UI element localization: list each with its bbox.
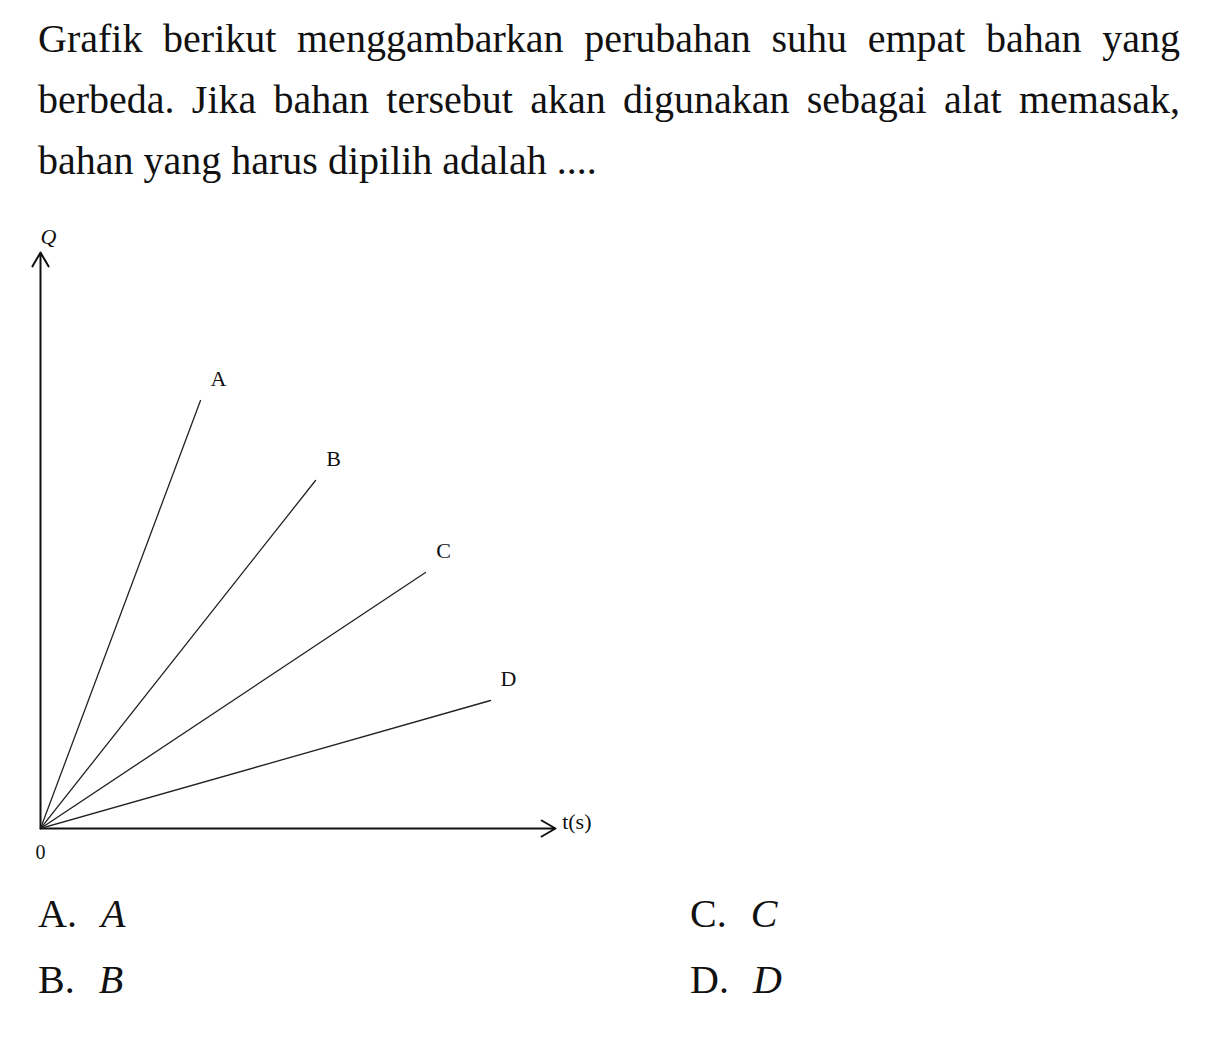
svg-text:B: B (326, 446, 341, 471)
html-text:C: C (750, 891, 778, 936)
html-text:D: D (752, 957, 782, 1002)
html-text:D.: D. (690, 957, 729, 1002)
html-text:B.: B. (38, 957, 75, 1002)
html-text:A.: A. (38, 891, 77, 936)
html-text:C.: C. (690, 891, 727, 936)
svg-text:D: D (501, 666, 517, 691)
html-text:B: B (98, 957, 124, 1002)
html-text:A: A (100, 891, 126, 936)
svg-text:0: 0 (36, 841, 46, 863)
svg-text:C: C (436, 538, 451, 563)
svg-text:t(s): t(s) (562, 809, 591, 834)
svg-text:Q: Q (41, 224, 57, 249)
svg-text:A: A (211, 366, 227, 391)
html-text:Grafik berikut menggambarkan p: Grafik berikut menggambarkan perubahan s… (38, 16, 1180, 183)
